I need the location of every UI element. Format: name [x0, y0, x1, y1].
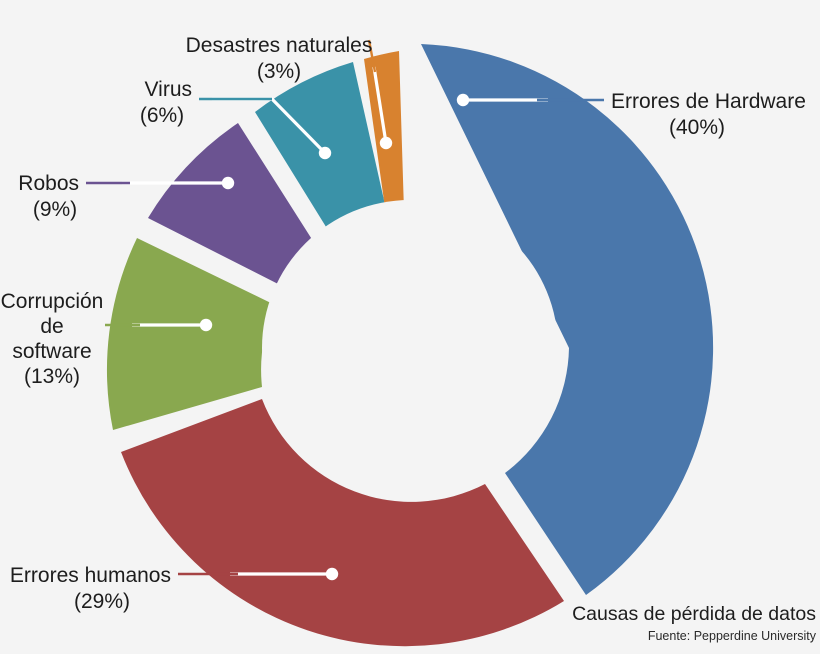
label-virus: Virus (6%) — [140, 78, 192, 127]
slice-labels: Errores de Hardware (40%) Errores humano… — [1, 34, 806, 613]
leader-robos — [86, 176, 235, 190]
label-hardware-line1: Errores de Hardware — [611, 90, 806, 113]
callout-dot-desastres — [379, 136, 393, 150]
label-humanos-line2: (29%) — [74, 590, 130, 613]
label-errores-humanos: Errores humanos (29%) — [10, 564, 171, 613]
label-software-line2: de — [40, 315, 63, 338]
leader-lines — [86, 39, 604, 581]
label-robos-line2: (9%) — [33, 198, 77, 221]
label-humanos-line1: Errores humanos — [10, 564, 171, 587]
label-corrupcion-de-software: Corrupción de software (13%) — [1, 290, 104, 388]
label-software-line3: software — [12, 340, 91, 363]
label-software-line4: (13%) — [24, 365, 80, 388]
chart-source: Fuente: Pepperdine University — [648, 629, 817, 643]
label-robos-line1: Robos — [18, 172, 79, 195]
slice-errores-humanos[interactable] — [121, 399, 564, 647]
leader-errores-humanos — [178, 567, 339, 581]
label-errores-de-hardware: Errores de Hardware (40%) — [611, 90, 806, 139]
leader-corrupcion-de-software — [105, 318, 213, 332]
callout-dot-robos — [221, 176, 235, 190]
donut-hole — [262, 200, 558, 496]
leader-errores-de-hardware — [456, 93, 604, 107]
leader-virus — [199, 97, 332, 160]
label-desastres-line1: Desastres naturales — [186, 34, 373, 57]
label-software-line1: Corrupción — [1, 290, 104, 313]
label-desastres-line2: (3%) — [257, 60, 301, 83]
leader-desastres-naturales — [367, 39, 393, 150]
slice-errores-de-hardware[interactable] — [421, 44, 714, 595]
donut-slices — [106, 44, 714, 647]
callout-dot-hardware — [456, 93, 470, 107]
leader-line-outer-desastres — [367, 39, 377, 73]
slice-corrupcion-de-software[interactable] — [106, 238, 275, 430]
chart-title-block: Causas de pérdida de datos Fuente: Peppe… — [572, 603, 817, 643]
label-robos: Robos (9%) — [18, 172, 79, 221]
leader-line-inner-desastres — [372, 66, 388, 144]
callout-dot-virus — [318, 146, 332, 160]
label-virus-line1: Virus — [145, 78, 192, 101]
label-hardware-line2: (40%) — [669, 116, 725, 139]
label-desastres-naturales: Desastres naturales (3%) — [186, 34, 373, 83]
callout-dot-humanos — [325, 567, 339, 581]
page-title: Causas de pérdida de datos — [572, 603, 816, 625]
slice-robos[interactable] — [148, 123, 320, 288]
callout-dot-software — [199, 318, 213, 332]
label-virus-line2: (6%) — [140, 104, 184, 127]
